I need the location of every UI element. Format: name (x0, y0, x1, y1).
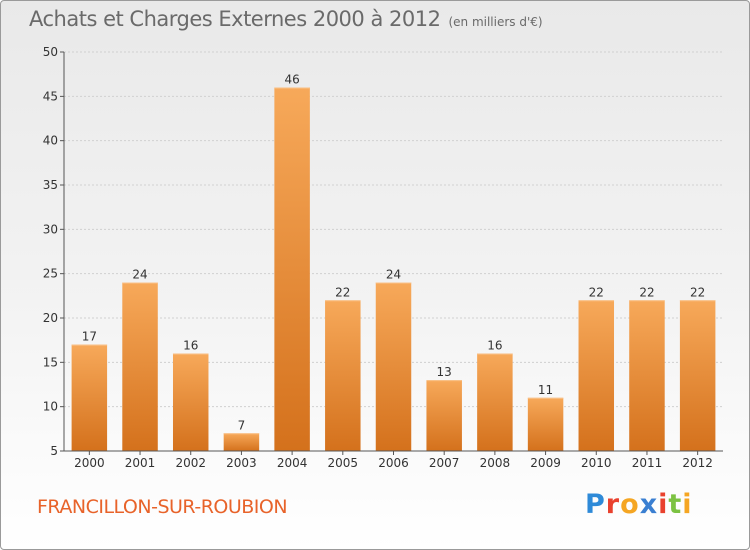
bar-2011 (629, 300, 665, 451)
value-label-2001: 24 (132, 268, 147, 282)
x-tick-label-2003: 2003 (226, 456, 257, 470)
x-tick-label-2006: 2006 (378, 456, 409, 470)
x-tick-label-2004: 2004 (277, 456, 308, 470)
bar-2012 (679, 300, 716, 451)
value-label-2004: 46 (284, 72, 299, 86)
y-tick-label-15: 15 (43, 355, 58, 369)
x-tick-label-2012: 2012 (682, 456, 713, 470)
y-tick-label-20: 20 (43, 311, 58, 325)
value-label-2000: 17 (82, 330, 97, 344)
y-tick-label-40: 40 (43, 134, 58, 148)
bar-2008 (477, 353, 513, 451)
x-tick-label-2005: 2005 (328, 456, 359, 470)
bar-2010 (578, 300, 615, 451)
value-label-2008: 16 (487, 338, 502, 352)
logo-letter-4: i (658, 489, 669, 520)
y-tick-label-35: 35 (43, 178, 58, 192)
value-label-2007: 13 (437, 365, 452, 379)
chart-title: Achats et Charges Externes 2000 à 2012 (e… (29, 7, 543, 31)
proxiti-logo[interactable]: Proxiti (585, 489, 693, 520)
bar-2002 (172, 353, 209, 451)
x-tick-label-2002: 2002 (175, 456, 206, 470)
x-tick-label-2010: 2010 (581, 456, 612, 470)
bar-2001 (122, 282, 158, 451)
x-tick-label-2009: 2009 (530, 456, 561, 470)
x-tick-label-2007: 2007 (429, 456, 460, 470)
logo-letter-0: P (585, 489, 606, 520)
bar-2000 (71, 344, 108, 451)
x-tick-label-2008: 2008 (480, 456, 511, 470)
y-tick-label-25: 25 (43, 267, 58, 281)
bar-layer (71, 87, 716, 451)
value-label-2005: 22 (335, 285, 350, 299)
y-tick-label-45: 45 (43, 89, 58, 103)
logo-letter-3: x (639, 489, 659, 520)
bar-2007 (426, 380, 462, 451)
x-tick-label-2011: 2011 (632, 456, 663, 470)
value-label-2010: 22 (589, 285, 604, 299)
bar-2004 (274, 87, 310, 451)
axis-layer: 5 10 15 20 25 30 35 40 45 50 2000 2001 2002 2003 2004 2… (43, 45, 723, 470)
y-tick-label-50: 50 (43, 45, 58, 59)
value-label-2012: 22 (690, 285, 705, 299)
logo-letter-5: t (668, 489, 683, 520)
logo-letter-2: o (620, 489, 640, 520)
y-tick-label-5: 5 (50, 444, 58, 458)
chart-subtitle: (en milliers d'€) (448, 15, 543, 29)
value-label-layer: 17 24 16 7 46 22 24 13 16 11 22 22 22 (82, 72, 706, 432)
value-label-2003: 7 (238, 418, 246, 432)
value-label-2002: 16 (183, 338, 198, 352)
value-label-2011: 22 (639, 285, 654, 299)
bar-2009 (527, 397, 564, 451)
bar-2003 (223, 433, 260, 451)
bar-2005 (325, 300, 361, 451)
logo-letter-1: r (605, 489, 621, 520)
x-tick-label-2001: 2001 (125, 456, 156, 470)
chart-title-text: Achats et Charges Externes 2000 à 2012 (29, 7, 441, 31)
logo-letter-6: i (682, 489, 693, 520)
value-label-2006: 24 (386, 268, 401, 282)
x-tick-label-2000: 2000 (74, 456, 105, 470)
commune-name: FRANCILLON-SUR-ROUBION (37, 496, 288, 518)
value-label-2009: 11 (538, 383, 553, 397)
bar-2006 (375, 282, 412, 451)
y-tick-label-30: 30 (43, 222, 58, 236)
y-tick-label-10: 10 (43, 400, 58, 414)
